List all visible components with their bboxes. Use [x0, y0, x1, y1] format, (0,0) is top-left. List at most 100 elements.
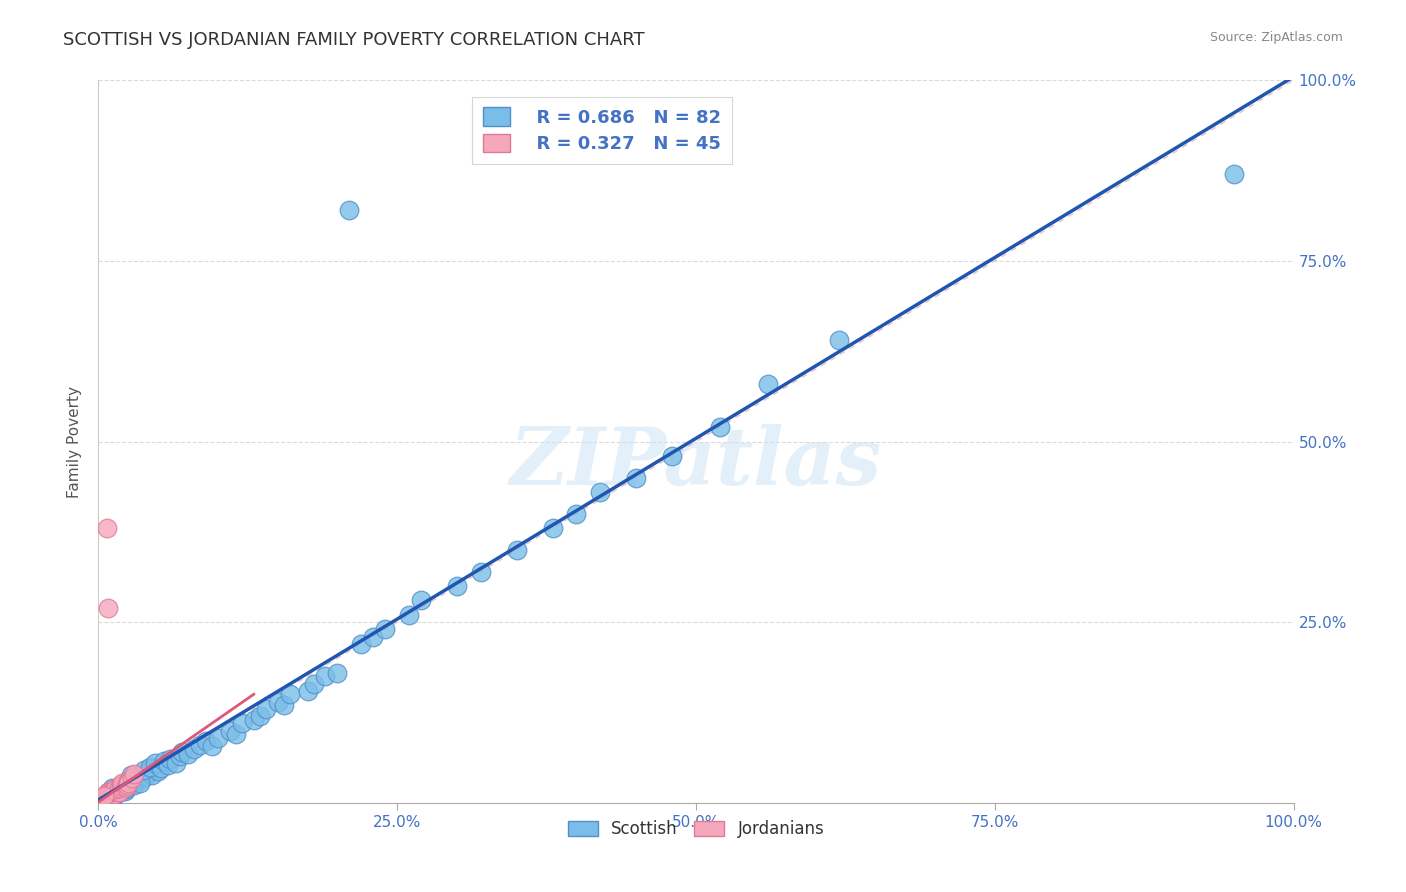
Point — [626, 470, 648, 484]
Point — [103, 787, 125, 801]
Point — [97, 785, 120, 799]
Point — [108, 785, 131, 799]
Point — [273, 698, 295, 713]
Point — [315, 669, 337, 683]
Point — [541, 521, 564, 535]
Point — [114, 783, 136, 797]
Point — [96, 791, 118, 805]
Point — [709, 420, 731, 434]
Point — [141, 768, 163, 782]
Point — [111, 781, 134, 796]
Point — [249, 709, 271, 723]
Point — [297, 683, 319, 698]
Point — [117, 774, 139, 789]
Point — [506, 542, 529, 557]
Point — [101, 783, 124, 797]
Point — [98, 786, 121, 800]
Point — [153, 754, 176, 768]
Point — [326, 665, 349, 680]
Point — [201, 739, 224, 754]
Point — [132, 764, 155, 778]
Point — [98, 787, 122, 801]
Point — [93, 789, 115, 803]
Point — [267, 695, 290, 709]
Point — [96, 789, 118, 803]
Point — [589, 485, 612, 500]
Point — [97, 789, 120, 804]
Point — [756, 376, 779, 391]
Point — [207, 731, 229, 745]
Point — [104, 784, 127, 798]
Point — [302, 676, 325, 690]
Point — [108, 780, 131, 794]
Point — [105, 782, 128, 797]
Point — [117, 775, 139, 789]
Point — [350, 637, 373, 651]
Point — [172, 745, 194, 759]
Point — [105, 787, 128, 801]
Point — [100, 789, 122, 803]
Point — [374, 623, 396, 637]
Point — [117, 780, 139, 794]
Point — [243, 713, 266, 727]
Point — [97, 791, 120, 805]
Point — [195, 734, 218, 748]
Point — [101, 786, 124, 800]
Point — [129, 772, 152, 787]
Point — [97, 790, 120, 805]
Point — [124, 778, 146, 792]
Point — [219, 723, 242, 738]
Point — [828, 334, 851, 348]
Point — [93, 792, 115, 806]
Point — [97, 785, 120, 799]
Point — [177, 747, 200, 761]
Point — [111, 775, 134, 789]
Point — [661, 449, 683, 463]
Legend: Scottish, Jordanians: Scottish, Jordanians — [561, 814, 831, 845]
Point — [110, 778, 132, 792]
Point — [117, 775, 139, 789]
Point — [124, 772, 146, 786]
Point — [96, 521, 118, 535]
Y-axis label: Family Poverty: Family Poverty — [67, 385, 83, 498]
Point — [94, 788, 117, 802]
Point — [103, 782, 125, 797]
Point — [96, 791, 118, 805]
Point — [98, 786, 121, 800]
Point — [101, 788, 124, 802]
Point — [115, 778, 138, 792]
Point — [103, 788, 125, 802]
Point — [129, 775, 152, 789]
Point — [121, 771, 143, 785]
Point — [111, 778, 134, 792]
Point — [143, 756, 166, 770]
Point — [138, 765, 160, 780]
Point — [107, 783, 129, 797]
Text: ZIPatlas: ZIPatlas — [510, 425, 882, 502]
Text: Source: ZipAtlas.com: Source: ZipAtlas.com — [1209, 31, 1343, 45]
Point — [114, 779, 136, 793]
Point — [411, 593, 433, 607]
Point — [94, 790, 117, 805]
Point — [132, 767, 155, 781]
Point — [148, 764, 170, 778]
Point — [398, 607, 420, 622]
Point — [278, 687, 301, 701]
Text: SCOTTISH VS JORDANIAN FAMILY POVERTY CORRELATION CHART: SCOTTISH VS JORDANIAN FAMILY POVERTY COR… — [63, 31, 645, 49]
Point — [98, 790, 121, 805]
Point — [565, 507, 588, 521]
Point — [115, 780, 138, 794]
Point — [115, 782, 138, 797]
Point — [169, 748, 191, 763]
Point — [446, 579, 468, 593]
Point — [93, 792, 115, 806]
Point — [98, 789, 121, 803]
Point — [118, 772, 141, 787]
Point — [470, 565, 492, 579]
Point — [124, 767, 146, 781]
Point — [100, 780, 122, 795]
Point — [121, 774, 143, 789]
Point — [107, 785, 129, 799]
Point — [104, 782, 127, 797]
Point — [254, 702, 277, 716]
